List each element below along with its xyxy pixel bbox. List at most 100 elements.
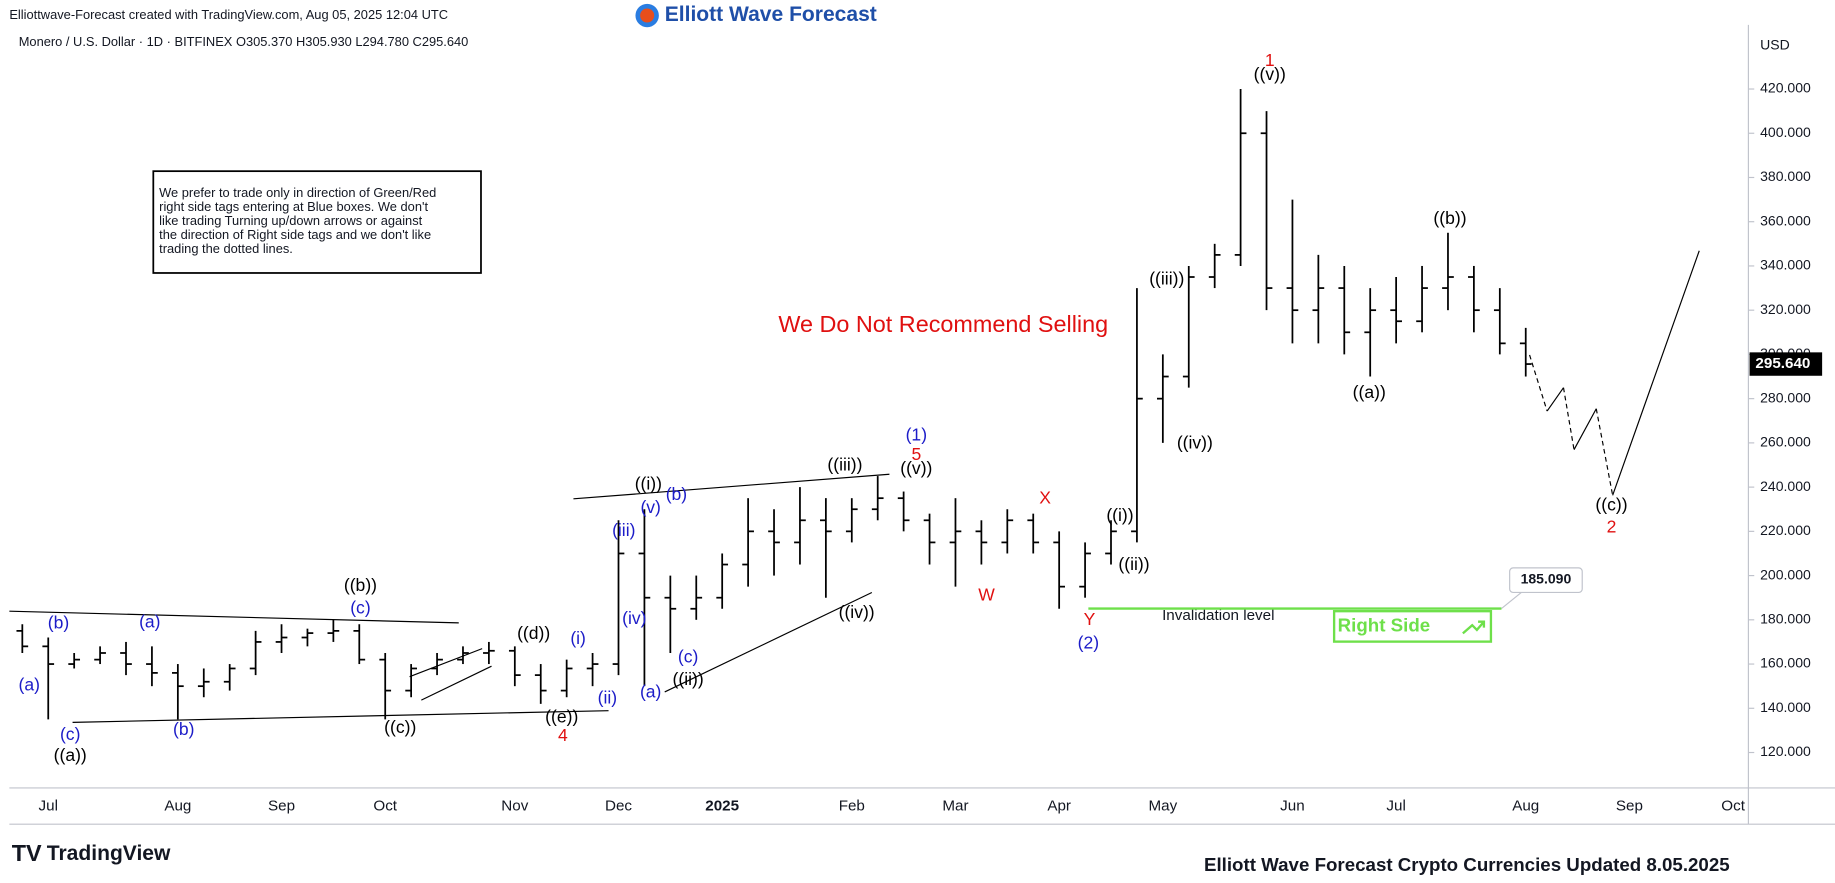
callout-line [1501, 592, 1522, 610]
x-tick-label: Jul [1386, 798, 1405, 815]
right-side: Right Side [1338, 614, 1431, 635]
wave-label: ((c)) [1595, 495, 1627, 515]
right-side-box [1332, 610, 1493, 643]
logo-icon [640, 8, 655, 23]
note-line: like trading Turning up/down arrows or a… [159, 213, 422, 228]
wave-label: (v) [640, 497, 660, 517]
y-tick-label: 140.000 [1760, 699, 1811, 715]
invalidation-tag [1509, 567, 1583, 594]
x-tick-label: Sep [1616, 798, 1643, 815]
x-tick-label: Oct [1721, 798, 1745, 815]
wave-label: W [978, 585, 995, 605]
x-tick-label: Jun [1280, 798, 1305, 815]
wave-label: ((b)) [344, 575, 377, 595]
x-tick-label: 2025 [705, 798, 739, 815]
wave-label: (iii) [612, 520, 635, 540]
currency: USD [1760, 37, 1790, 53]
x-tick-label: Oct [373, 798, 397, 815]
logo: Elliott Wave Forecast [665, 3, 877, 26]
x-tick-label: Feb [839, 798, 865, 815]
wave-label: ((v)) [900, 458, 932, 478]
footer-brand: TradingView [47, 842, 171, 865]
invalidation-text: Invalidation level [1162, 607, 1274, 624]
y-tick-label: 200.000 [1760, 566, 1811, 582]
wave-label: ((iii)) [1149, 269, 1184, 289]
x-tick-label: Nov [501, 798, 528, 815]
wave-label: ((a)) [1353, 382, 1386, 402]
wave-label: (1) [906, 424, 927, 444]
wave-label: ((iv)) [839, 602, 875, 622]
last-price-label: 295.640 [1755, 355, 1810, 372]
wave-label: ((e)) [545, 706, 578, 726]
right-side-arrow [1462, 620, 1486, 635]
wave-label: X [1039, 487, 1051, 507]
x-tick-label: May [1148, 798, 1177, 815]
wave-label: ((c)) [384, 717, 416, 737]
y-tick-label: 340.000 [1760, 257, 1811, 273]
x-tick-label: Aug [164, 798, 191, 815]
x-tick-label: Apr [1047, 798, 1071, 815]
wave-label: 4 [558, 725, 568, 745]
tv-icon: TV [12, 840, 42, 866]
y-tick-label: 400.000 [1760, 124, 1811, 140]
wave-label: ((b)) [1433, 208, 1466, 228]
x-tick-label: Sep [268, 798, 295, 815]
wave-label: (ii) [598, 688, 617, 708]
note-box [152, 170, 482, 274]
wave-label: 5 [911, 444, 921, 464]
header: Elliottwave-Forecast created with Tradin… [9, 7, 448, 22]
wave-label: (b) [48, 613, 69, 633]
wave-label: (iv) [622, 608, 646, 628]
x-tick-label: Dec [605, 798, 632, 815]
chart-title: Monero / U.S. Dollar · 1D · BITFINEX O30… [19, 34, 469, 49]
wave-label: (2) [1078, 633, 1099, 653]
wave-label: (c) [678, 647, 698, 667]
last-price-tag [1749, 352, 1823, 376]
y-tick-label: 220.000 [1760, 522, 1811, 538]
wave-label: (c) [60, 724, 80, 744]
y-tick-label: 120.000 [1760, 743, 1811, 759]
y-tick-label: 180.000 [1760, 611, 1811, 627]
wave-label: 1 [1265, 50, 1275, 70]
wave-label: ((ii)) [673, 669, 704, 689]
y-tick-label: 420.000 [1760, 80, 1811, 96]
y-tick-label: 160.000 [1760, 655, 1811, 671]
wave-label: ((d)) [517, 623, 550, 643]
footer: Elliott Wave Forecast Crypto Currencies … [1204, 854, 1730, 875]
wave-label: Y [1084, 609, 1096, 629]
x-tick-label: Jul [39, 798, 58, 815]
wave-label: ((iv)) [1177, 432, 1213, 452]
y-tick-label: 320.000 [1760, 301, 1811, 317]
y-tick-label: 280.000 [1760, 389, 1811, 405]
wave-label: ((i)) [635, 473, 662, 493]
wave-label: ((iii)) [827, 455, 862, 475]
wave-label: (b) [173, 719, 194, 739]
wave-label: (c) [350, 597, 370, 617]
note-line: trading the dotted lines. [159, 241, 293, 256]
invalidation-label: 185.090 [1521, 570, 1572, 586]
wave-label: (a) [19, 675, 40, 695]
note: We prefer to trade only in direction of … [159, 185, 436, 256]
note-line: right side tags entering at Blue boxes. … [159, 199, 428, 214]
note-line: We prefer to trade only in direction of … [159, 185, 436, 200]
y-tick-label: 360.000 [1760, 212, 1811, 228]
wave-label: ((v)) [1254, 64, 1286, 84]
y-tick-label: 380.000 [1760, 168, 1811, 184]
wave-label: (a) [139, 612, 160, 632]
y-tick-label: 240.000 [1760, 478, 1811, 494]
warning: We Do Not Recommend Selling [778, 311, 1108, 337]
wave-label: (i) [570, 628, 586, 648]
y-tick-label: 260.000 [1760, 434, 1811, 450]
wave-label: (a) [640, 682, 661, 702]
wave-label: (b) [666, 484, 687, 504]
wave-label: ((i)) [1106, 505, 1133, 525]
wave-label: 2 [1607, 517, 1617, 537]
wave-label: ((a)) [54, 745, 87, 765]
wave-label: ((ii)) [1118, 554, 1149, 574]
note-line: the direction of Right side tags and we … [159, 227, 431, 242]
trend-lines [9, 473, 890, 723]
x-tick-label: Mar [942, 798, 968, 815]
x-tick-label: Aug [1512, 798, 1539, 815]
